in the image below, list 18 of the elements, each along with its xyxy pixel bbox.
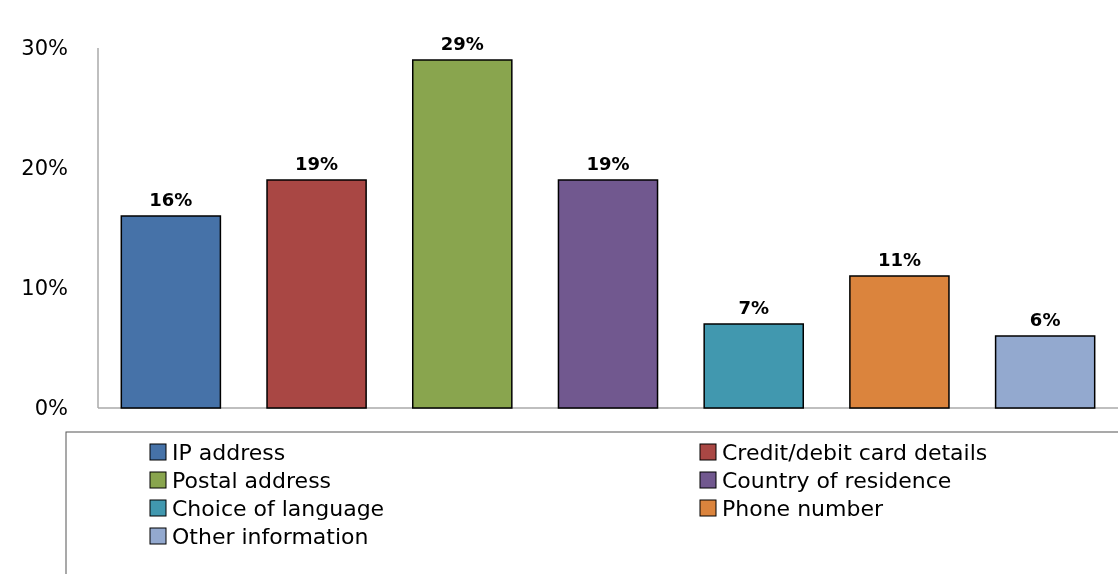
y-tick-label: 0% xyxy=(34,396,68,420)
data-label: 29% xyxy=(440,33,484,54)
data-label: 11% xyxy=(877,249,921,270)
legend-label: Postal address xyxy=(172,468,332,493)
y-tick-label: 10% xyxy=(21,276,68,300)
legend-label: Other information xyxy=(172,524,369,549)
y-tick-label: 30% xyxy=(21,36,68,60)
legend-label: Credit/debit card details xyxy=(722,440,988,465)
data-label: 16% xyxy=(149,189,193,210)
legend-label: IP address xyxy=(172,440,286,465)
data-label: 6% xyxy=(1029,309,1061,330)
data-label: 19% xyxy=(295,153,339,174)
y-tick-label: 20% xyxy=(21,156,68,180)
legend-label: Country of residence xyxy=(722,468,952,493)
legend-label: Choice of language xyxy=(172,496,385,521)
data-label: 19% xyxy=(586,153,630,174)
legend-label: Phone number xyxy=(722,496,884,521)
data-label: 7% xyxy=(738,297,769,318)
